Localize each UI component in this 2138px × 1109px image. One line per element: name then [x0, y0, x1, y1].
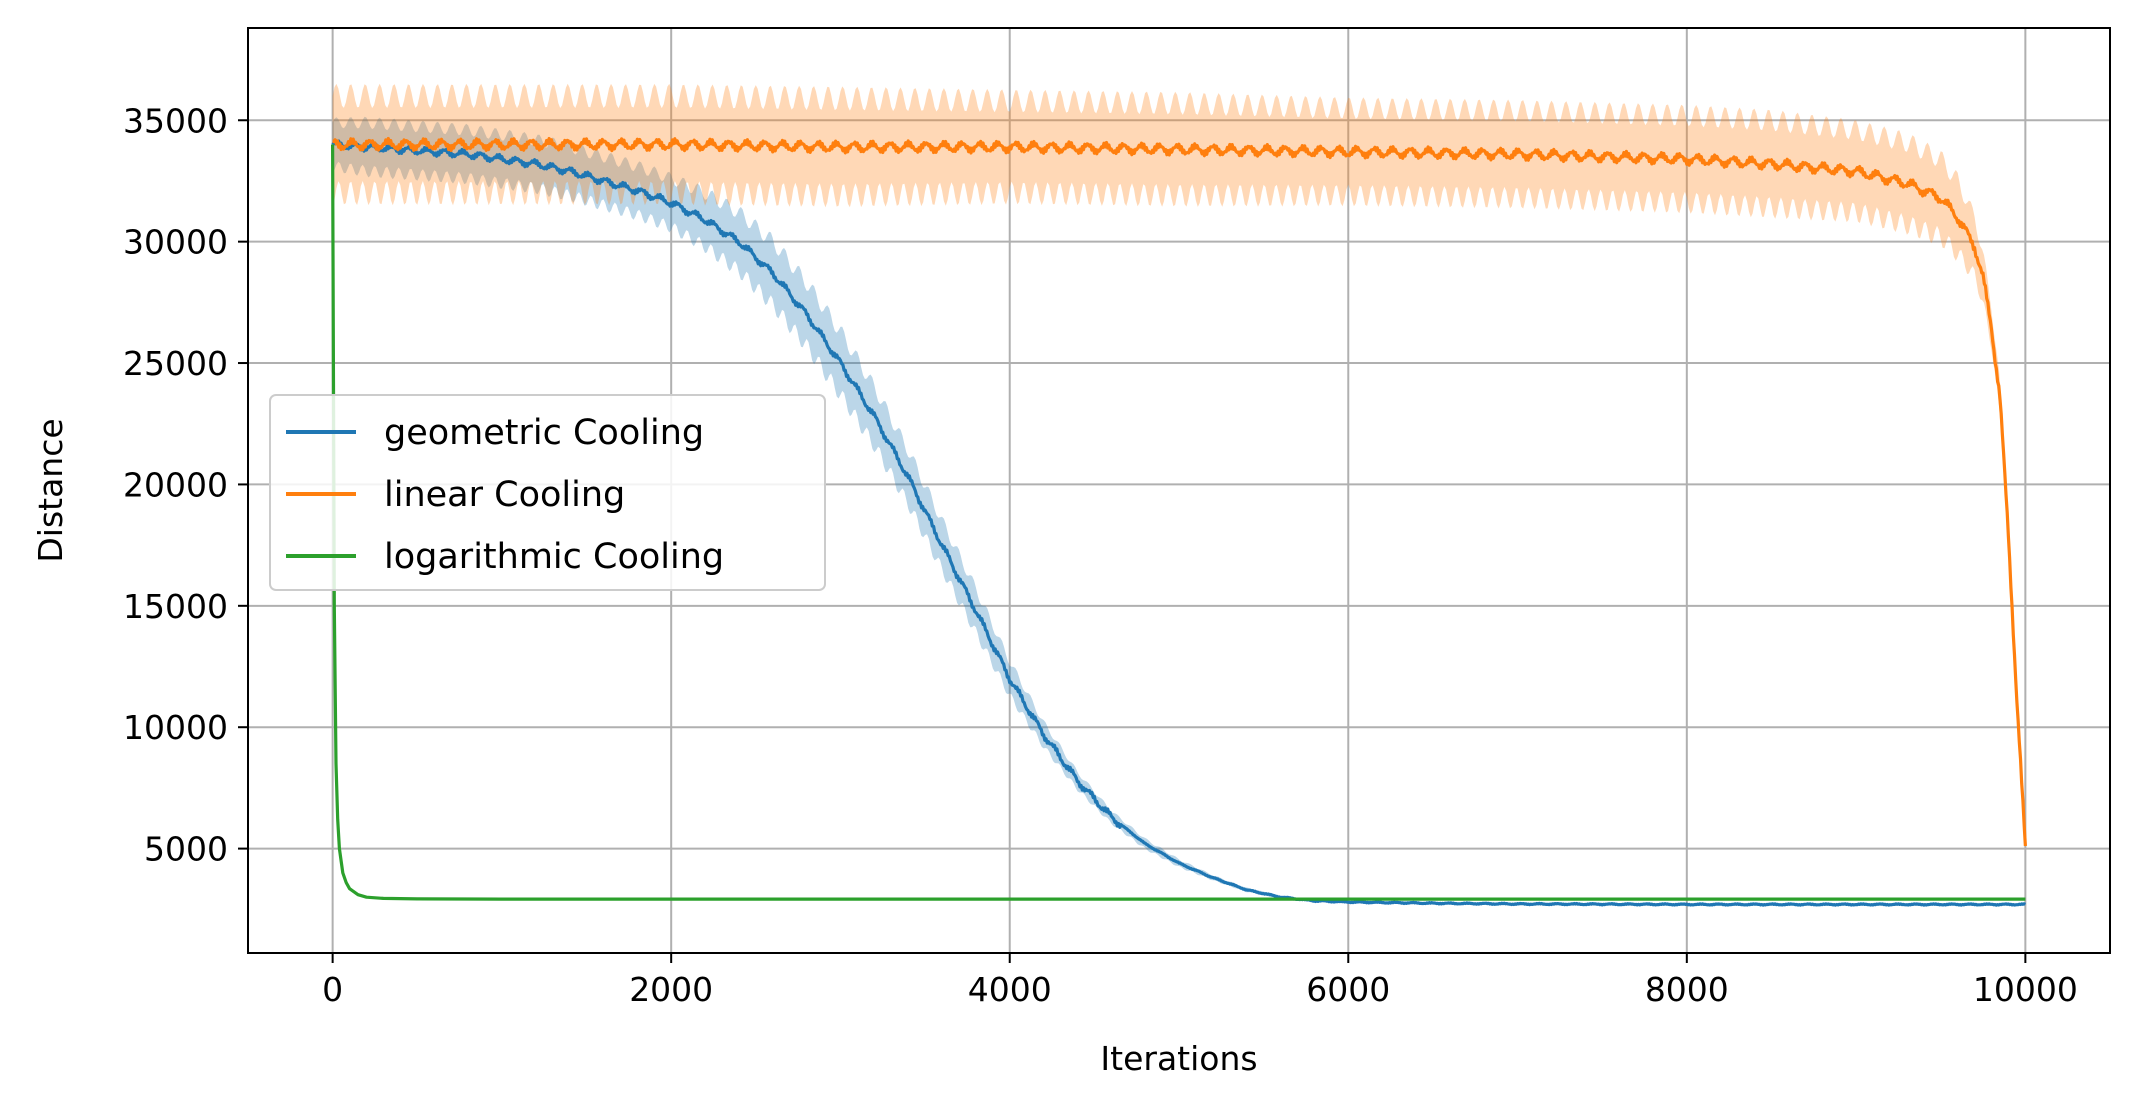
y-tick-label: 15000: [123, 587, 228, 626]
y-axis-title: Distance: [31, 418, 70, 562]
series-line: [331, 139, 2027, 907]
x-axis-ticks: 0 2000 4000 6000 8000 10000: [322, 953, 2078, 1009]
x-tick-label: 8000: [1645, 970, 1729, 1009]
legend-box: [269, 394, 826, 591]
legend-label: geometric Cooling: [384, 413, 704, 453]
grid-lines: [248, 28, 2110, 953]
y-tick-label: 35000: [123, 101, 228, 140]
y-tick-label: 20000: [123, 465, 228, 504]
x-tick-label: 10000: [1973, 970, 2078, 1009]
x-tick-label: 0: [322, 970, 343, 1009]
x-axis-title: Iterations: [1100, 1039, 1257, 1078]
plot-area-frame: [247, 27, 2111, 954]
series-line: [331, 144, 2026, 901]
legend-label: logarithmic Cooling: [384, 537, 724, 577]
x-tick-label: 6000: [1306, 970, 1390, 1009]
legend-label: linear Cooling: [384, 475, 625, 515]
legend: geometric Cooling linear Cooling logarithm…: [269, 394, 826, 591]
x-tick-label: 2000: [629, 970, 713, 1009]
y-axis-ticks: 5000 10000 15000 20000 25000 30000 35000: [123, 101, 248, 869]
y-tick-label: 5000: [144, 830, 228, 869]
y-tick-label: 10000: [123, 708, 228, 747]
series-lines: [331, 136, 2027, 907]
x-tick-label: 4000: [968, 970, 1052, 1009]
series-line: [332, 136, 2027, 847]
y-tick-label: 25000: [123, 344, 228, 383]
y-tick-label: 30000: [123, 223, 228, 262]
